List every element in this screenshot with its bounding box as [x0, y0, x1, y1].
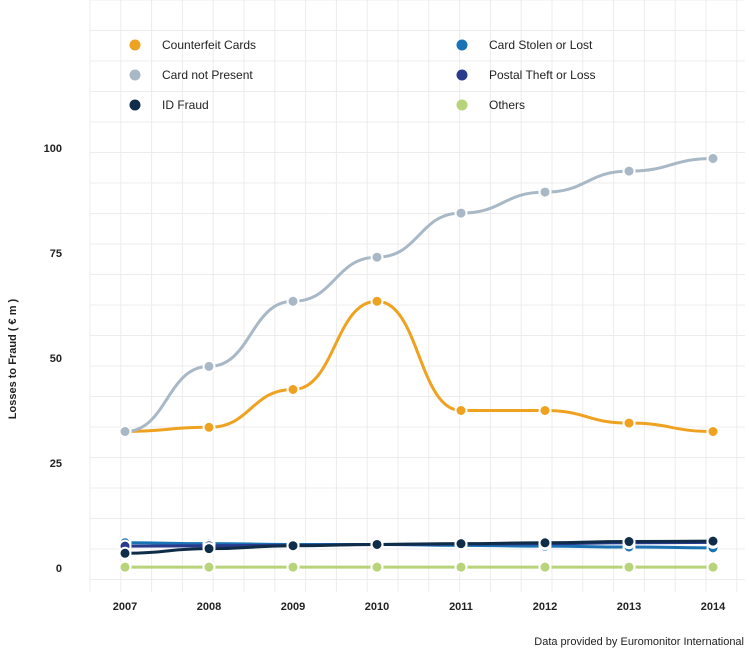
data-point-others[interactable]: [286, 560, 300, 574]
data-point-others[interactable]: [118, 560, 132, 574]
legend-label-postal-theft-or-loss: Postal Theft or Loss: [489, 68, 596, 82]
legend-item-others[interactable]: Others: [456, 98, 526, 112]
x-tick-label: 2009: [281, 601, 305, 613]
y-tick-label: 25: [50, 458, 62, 470]
data-point-counterfeit-cards[interactable]: [370, 294, 384, 308]
x-axis: 2007 2008 2009 2010 2011 2012 2013 2014: [113, 601, 726, 613]
data-point-card-not-present[interactable]: [622, 164, 636, 178]
legend-item-counterfeit-cards[interactable]: Counterfeit Cards: [129, 38, 257, 52]
data-point-id-fraud[interactable]: [286, 539, 300, 553]
data-point-id-fraud[interactable]: [538, 536, 552, 550]
legend-label-counterfeit-cards: Counterfeit Cards: [162, 38, 256, 52]
data-point-counterfeit-cards[interactable]: [622, 416, 636, 430]
x-tick-label: 2008: [197, 601, 221, 613]
y-tick-label: 0: [56, 563, 62, 575]
legend-label-card-not-present: Card not Present: [162, 68, 253, 82]
series-line-counterfeit-cards: [123, 299, 715, 433]
data-point-card-not-present[interactable]: [286, 294, 300, 308]
legend-label-others: Others: [489, 98, 525, 112]
data-point-counterfeit-cards[interactable]: [454, 404, 468, 417]
data-point-counterfeit-cards[interactable]: [538, 404, 552, 417]
data-point-id-fraud[interactable]: [118, 546, 132, 560]
legend-marker-card-stolen-or-lost: [456, 39, 468, 51]
legend-item-card-stolen-or-lost[interactable]: Card Stolen or Lost: [456, 38, 594, 52]
legend: Counterfeit Cards Card Stolen or Lost Card…: [129, 38, 596, 112]
data-point-counterfeit-cards[interactable]: [286, 383, 300, 396]
data-point-counterfeit-cards[interactable]: [202, 420, 216, 434]
series-points: [118, 152, 720, 574]
series-line-id-fraud: [123, 539, 715, 555]
data-point-id-fraud[interactable]: [454, 537, 468, 551]
y-axis: 0 25 50 75 100: [44, 143, 62, 575]
grid: [89, 0, 745, 592]
data-point-id-fraud[interactable]: [622, 535, 636, 549]
data-point-card-not-present[interactable]: [118, 425, 132, 438]
legend-item-card-not-present[interactable]: Card not Present: [129, 68, 254, 82]
data-point-id-fraud[interactable]: [370, 537, 384, 551]
data-point-card-not-present[interactable]: [706, 152, 720, 165]
y-axis-label: Losses to Fraud ( € m ): [7, 298, 19, 419]
y-tick-label: 75: [50, 248, 62, 260]
legend-item-id-fraud[interactable]: ID Fraud: [129, 98, 209, 112]
data-point-others[interactable]: [622, 560, 636, 574]
legend-item-postal-theft-or-loss[interactable]: Postal Theft or Loss: [456, 68, 596, 82]
x-tick-label: 2014: [701, 601, 726, 613]
legend-marker-postal-theft-or-loss: [456, 69, 468, 81]
y-tick-label: 50: [50, 353, 62, 365]
legend-label-id-fraud: ID Fraud: [162, 98, 209, 112]
data-point-others[interactable]: [202, 560, 216, 574]
x-tick-label: 2011: [449, 601, 473, 613]
data-point-others[interactable]: [706, 560, 720, 574]
legend-marker-counterfeit-cards: [129, 39, 141, 51]
data-point-others[interactable]: [538, 560, 552, 574]
data-point-card-not-present[interactable]: [202, 359, 216, 373]
data-point-counterfeit-cards[interactable]: [706, 425, 720, 438]
source-note: Data provided by Euromonitor Internation…: [534, 636, 744, 648]
legend-label-card-stolen-or-lost: Card Stolen or Lost: [489, 38, 593, 52]
series-lines: [123, 157, 715, 569]
x-tick-label: 2007: [113, 601, 137, 613]
data-point-others[interactable]: [454, 560, 468, 574]
data-point-card-not-present[interactable]: [454, 206, 468, 220]
data-point-card-not-present[interactable]: [538, 185, 552, 199]
y-tick-label: 100: [44, 143, 62, 155]
legend-marker-id-fraud: [129, 99, 141, 111]
data-point-id-fraud[interactable]: [706, 534, 720, 548]
legend-marker-others: [456, 99, 468, 111]
x-tick-label: 2013: [617, 601, 641, 613]
x-tick-label: 2010: [365, 601, 389, 613]
data-point-card-not-present[interactable]: [370, 250, 384, 264]
legend-marker-card-not-present: [129, 69, 141, 81]
data-point-id-fraud[interactable]: [202, 542, 216, 556]
x-tick-label: 2012: [533, 601, 557, 613]
data-point-others[interactable]: [370, 560, 384, 574]
